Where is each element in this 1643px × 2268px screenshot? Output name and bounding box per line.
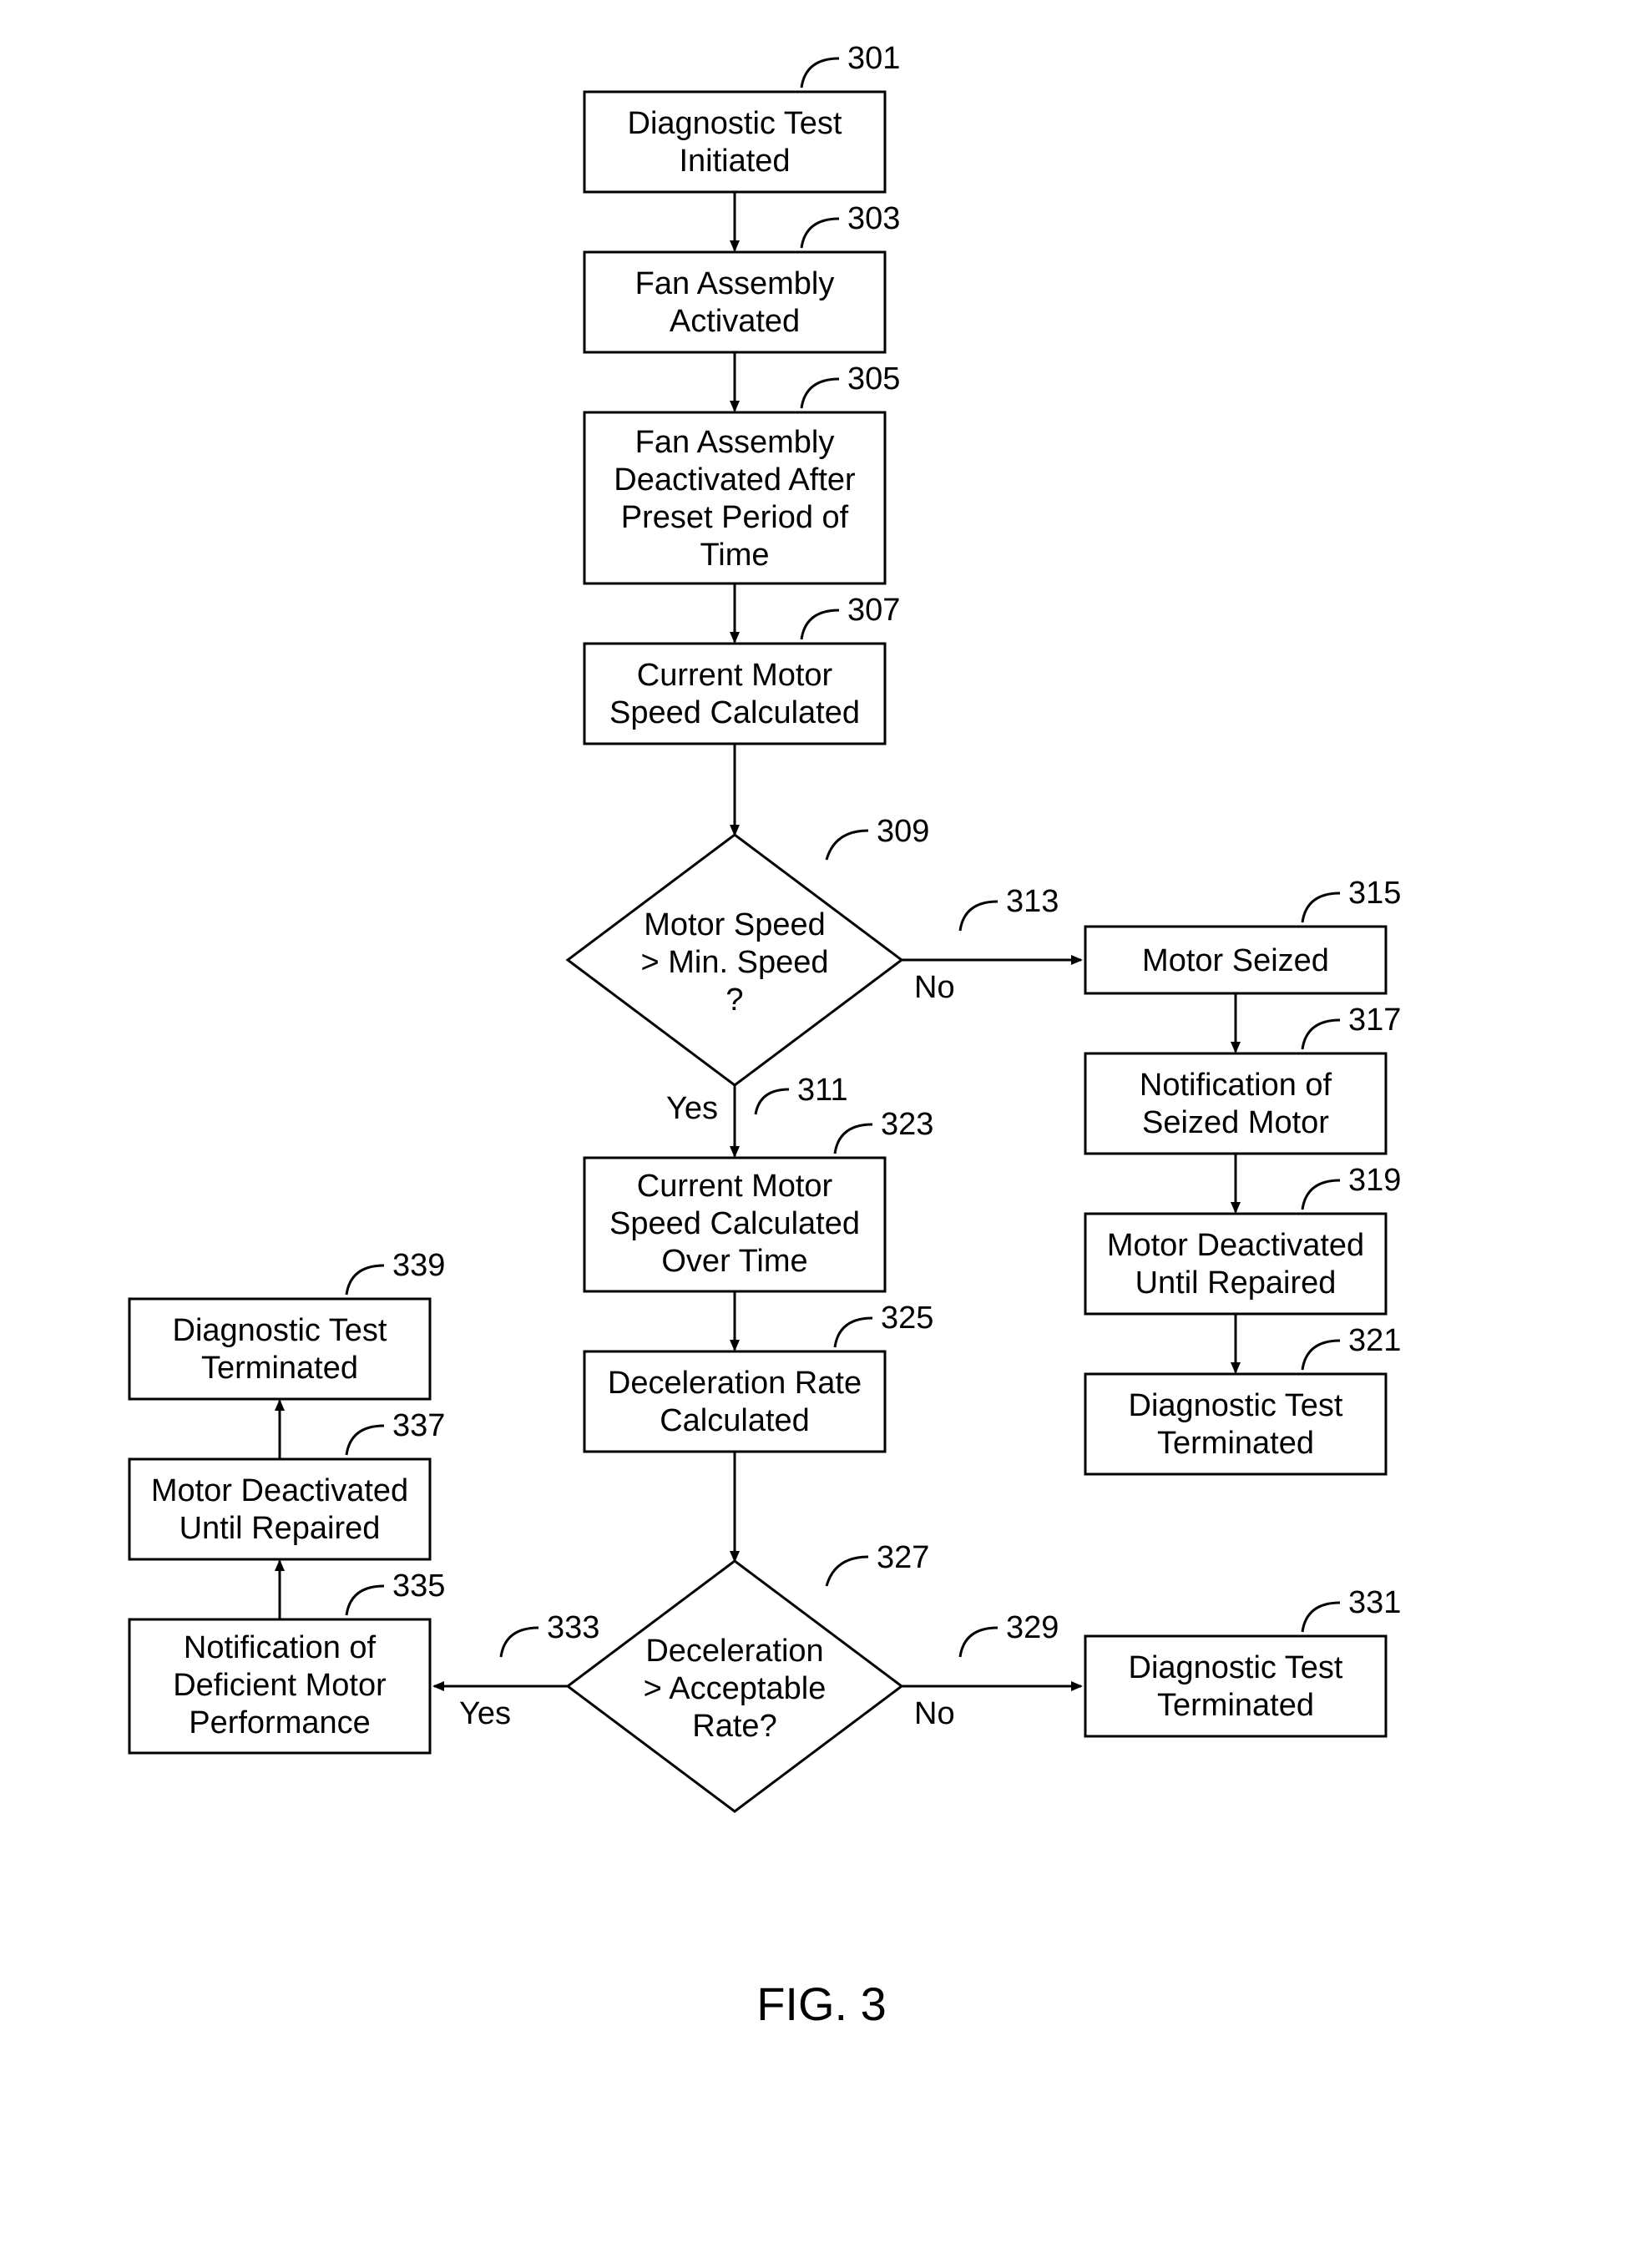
svg-text:Fan Assembly: Fan Assembly bbox=[635, 266, 835, 301]
svg-text:> Acceptable: > Acceptable bbox=[644, 1671, 827, 1706]
svg-text:Diagnostic Test: Diagnostic Test bbox=[173, 1313, 387, 1348]
node-325: Deceleration Rate Calculated 325 bbox=[584, 1301, 933, 1452]
node-339: Diagnostic Test Terminated 339 bbox=[129, 1248, 445, 1399]
svg-text:Until Repaired: Until Repaired bbox=[1135, 1265, 1337, 1301]
svg-text:325: 325 bbox=[881, 1301, 933, 1336]
svg-text:Notification of: Notification of bbox=[1140, 1068, 1332, 1103]
svg-text:Seized Motor: Seized Motor bbox=[1142, 1105, 1329, 1140]
svg-text:Calculated: Calculated bbox=[660, 1403, 810, 1438]
svg-text:Speed Calculated: Speed Calculated bbox=[609, 695, 860, 730]
svg-text:327: 327 bbox=[877, 1540, 929, 1575]
svg-text:333: 333 bbox=[547, 1610, 599, 1645]
svg-text:Motor Deactivated: Motor Deactivated bbox=[151, 1473, 408, 1508]
svg-text:Current Motor: Current Motor bbox=[637, 658, 833, 693]
ref-311: 311 bbox=[756, 1073, 848, 1114]
flowchart: Diagnostic Test Initiated 301 Fan Assemb… bbox=[0, 0, 1643, 2268]
svg-text:Until Repaired: Until Repaired bbox=[179, 1511, 381, 1546]
svg-text:307: 307 bbox=[847, 593, 900, 628]
edge-label-no-313: No bbox=[914, 970, 955, 1005]
svg-text:Activated: Activated bbox=[670, 304, 800, 339]
svg-text:313: 313 bbox=[1006, 884, 1059, 919]
ref-329: 329 bbox=[960, 1610, 1059, 1657]
svg-text:323: 323 bbox=[881, 1107, 933, 1142]
node-309: Motor Speed > Min. Speed ? 309 bbox=[568, 814, 929, 1085]
svg-text:Performance: Performance bbox=[189, 1705, 371, 1740]
svg-text:Terminated: Terminated bbox=[1157, 1426, 1314, 1461]
svg-text:Notification of: Notification of bbox=[184, 1630, 377, 1665]
figure-caption: FIG. 3 bbox=[756, 1978, 887, 2030]
svg-text:Terminated: Terminated bbox=[1157, 1688, 1314, 1723]
svg-text:315: 315 bbox=[1348, 876, 1401, 911]
svg-text:Motor Seized: Motor Seized bbox=[1142, 943, 1329, 978]
node-301: Diagnostic Test Initiated 301 bbox=[584, 41, 900, 192]
svg-text:Initiated: Initiated bbox=[679, 144, 790, 179]
svg-text:Terminated: Terminated bbox=[201, 1351, 358, 1386]
svg-text:Time: Time bbox=[700, 538, 769, 573]
svg-text:305: 305 bbox=[847, 361, 900, 397]
svg-text:Diagnostic Test: Diagnostic Test bbox=[1129, 1388, 1343, 1423]
svg-text:303: 303 bbox=[847, 201, 900, 236]
svg-text:311: 311 bbox=[797, 1073, 848, 1108]
svg-text:321: 321 bbox=[1348, 1323, 1401, 1358]
node-337: Motor Deactivated Until Repaired 337 bbox=[129, 1408, 445, 1559]
svg-text:319: 319 bbox=[1348, 1163, 1401, 1198]
node-327: Deceleration > Acceptable Rate? 327 bbox=[568, 1540, 929, 1811]
node-331: Diagnostic Test Terminated 331 bbox=[1085, 1585, 1401, 1736]
svg-text:Fan Assembly: Fan Assembly bbox=[635, 425, 835, 460]
svg-text:Preset Period of: Preset Period of bbox=[621, 500, 849, 535]
svg-text:Motor Deactivated: Motor Deactivated bbox=[1107, 1228, 1364, 1263]
svg-text:309: 309 bbox=[877, 814, 929, 849]
node-317: Notification of Seized Motor 317 bbox=[1085, 1003, 1401, 1154]
svg-text:339: 339 bbox=[392, 1248, 445, 1283]
node-319: Motor Deactivated Until Repaired 319 bbox=[1085, 1163, 1401, 1314]
svg-text:Over Time: Over Time bbox=[661, 1244, 807, 1279]
edge-label-yes-333: Yes bbox=[459, 1696, 511, 1731]
svg-text:337: 337 bbox=[392, 1408, 445, 1443]
svg-text:331: 331 bbox=[1348, 1585, 1401, 1620]
svg-text:Deceleration: Deceleration bbox=[645, 1634, 823, 1669]
node-305: Fan Assembly Deactivated After Preset Pe… bbox=[584, 361, 900, 583]
svg-text:Deceleration Rate: Deceleration Rate bbox=[608, 1366, 862, 1401]
ref-313: 313 bbox=[960, 884, 1059, 931]
node-321: Diagnostic Test Terminated 321 bbox=[1085, 1323, 1401, 1474]
edge-label-no-329: No bbox=[914, 1696, 955, 1731]
svg-text:Rate?: Rate? bbox=[692, 1709, 776, 1744]
svg-text:Diagnostic Test: Diagnostic Test bbox=[1129, 1650, 1343, 1685]
svg-text:Motor Speed: Motor Speed bbox=[644, 907, 826, 942]
node-307: Current Motor Speed Calculated 307 bbox=[584, 593, 900, 744]
svg-text:329: 329 bbox=[1006, 1610, 1059, 1645]
svg-text:335: 335 bbox=[392, 1568, 445, 1604]
node-335: Notification of Deficient Motor Performa… bbox=[129, 1568, 445, 1753]
node-303: Fan Assembly Activated 303 bbox=[584, 201, 900, 352]
edge-label-yes-311: Yes bbox=[666, 1091, 718, 1126]
node-315: Motor Seized 315 bbox=[1085, 876, 1401, 993]
svg-text:Diagnostic Test: Diagnostic Test bbox=[628, 106, 842, 141]
svg-text:?: ? bbox=[725, 982, 743, 1018]
svg-text:> Min. Speed: > Min. Speed bbox=[641, 945, 829, 980]
ref-333: 333 bbox=[501, 1610, 599, 1657]
svg-text:Deactivated After: Deactivated After bbox=[614, 462, 856, 498]
node-323: Current Motor Speed Calculated Over Time… bbox=[584, 1107, 933, 1291]
svg-text:317: 317 bbox=[1348, 1003, 1401, 1038]
svg-text:Deficient Motor: Deficient Motor bbox=[173, 1668, 387, 1703]
svg-text:301: 301 bbox=[847, 41, 900, 76]
svg-text:Speed Calculated: Speed Calculated bbox=[609, 1206, 860, 1241]
svg-text:Current Motor: Current Motor bbox=[637, 1169, 833, 1204]
